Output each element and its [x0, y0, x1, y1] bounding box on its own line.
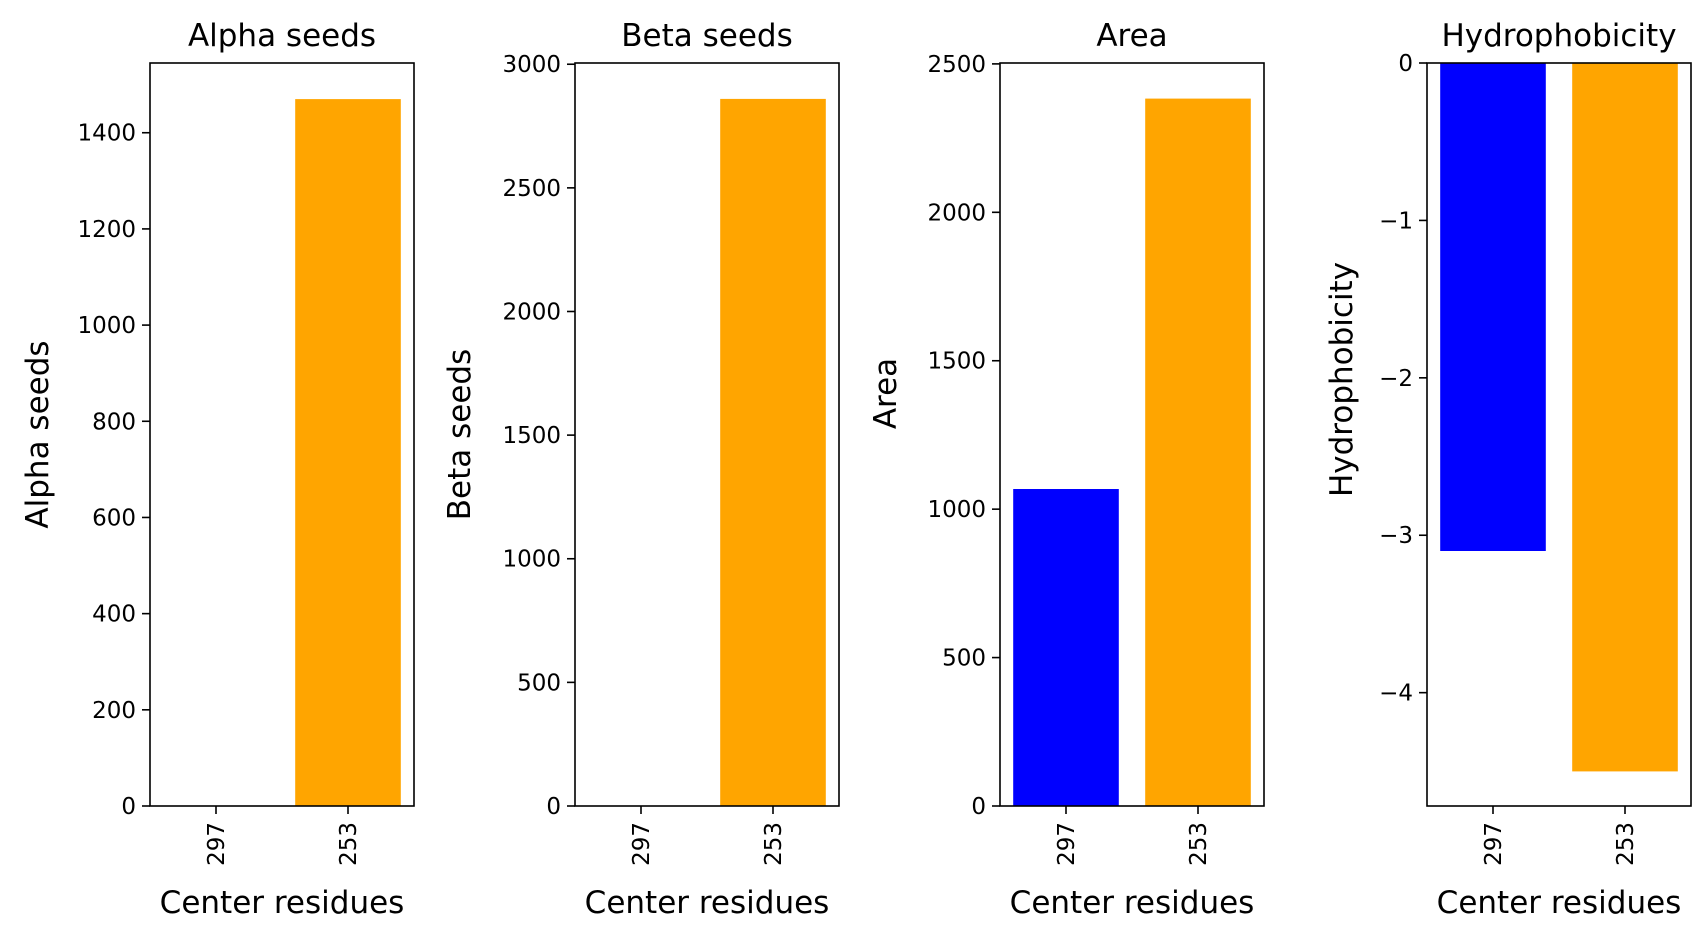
chart-title: Hydrophobicity — [1441, 18, 1676, 54]
y-tick-label: 1500 — [502, 423, 561, 449]
bar-297 — [1440, 63, 1546, 551]
y-tick-label: 1000 — [502, 547, 561, 573]
y-tick-label: 1400 — [77, 121, 136, 147]
y-tick-label: 500 — [942, 646, 986, 672]
bar-253 — [295, 99, 401, 807]
bar-297 — [1013, 489, 1119, 806]
x-tick-label: 297 — [204, 822, 230, 866]
y-tick-label: −3 — [1379, 523, 1413, 549]
bar-253 — [1572, 63, 1678, 772]
x-tick-label: 253 — [336, 822, 362, 866]
y-axis-label: Alpha seeds — [20, 340, 56, 528]
y-tick-label: 0 — [546, 794, 561, 820]
x-axis-label: Center residues — [160, 885, 405, 921]
chart-panel-4: 0 −1 −2 −3 −4 297 253 Hydrophobicity Center resi… — [1324, 18, 1692, 921]
chart-panel-1: 0 200 400 600 800 1000 1200 1400 297 253 Alpha see… — [20, 18, 415, 921]
y-tick-label: 0 — [971, 794, 986, 820]
y-tick-label: 2000 — [927, 200, 986, 226]
y-tick-label: 200 — [92, 698, 136, 724]
y-tick-label: −1 — [1379, 208, 1413, 234]
bar-253 — [720, 98, 826, 806]
chart-panel-2: 0 500 1000 1500 2000 2500 3000 297 253 Beta seeds… — [442, 18, 840, 921]
y-tick-label: 600 — [92, 505, 136, 531]
y-tick-label: 1000 — [77, 313, 136, 339]
y-tick-label: 2500 — [927, 52, 986, 78]
y-axis-label: Area — [868, 358, 904, 429]
chart-panel-3: 0 500 1000 1500 2000 2500 297 253 Area Center res… — [868, 18, 1265, 921]
y-tick-label: 800 — [92, 409, 136, 435]
y-tick-label: −4 — [1379, 681, 1413, 707]
x-tick-label: 253 — [761, 822, 787, 866]
x-tick-label: 297 — [1054, 822, 1080, 866]
axes-frame — [149, 62, 415, 807]
bar-253 — [1145, 98, 1251, 807]
y-tick-label: 1500 — [927, 349, 986, 375]
y-tick-label: 2000 — [502, 299, 561, 325]
x-axis-label: Center residues — [1437, 885, 1682, 921]
axes-frame — [1426, 62, 1692, 807]
y-tick-label: 500 — [517, 670, 561, 696]
chart-title: Area — [1096, 18, 1167, 54]
y-axis-label: Beta seeds — [442, 349, 478, 520]
axes-frame — [999, 62, 1265, 807]
x-tick-label: 297 — [629, 822, 655, 866]
y-tick-label: 3000 — [502, 52, 561, 78]
chart-title: Beta seeds — [621, 18, 792, 54]
x-axis-label: Center residues — [585, 885, 830, 921]
x-tick-label: 253 — [1613, 822, 1639, 866]
y-tick-label: −2 — [1379, 366, 1413, 392]
x-tick-label: 253 — [1186, 822, 1212, 866]
y-tick-label: 0 — [121, 794, 136, 820]
y-axis-label: Hydrophobicity — [1324, 262, 1360, 497]
chart-title: Alpha seeds — [188, 18, 376, 54]
y-tick-label: 2500 — [502, 176, 561, 202]
x-axis-label: Center residues — [1010, 885, 1255, 921]
y-tick-label: 1200 — [77, 217, 136, 243]
y-tick-label: 0 — [1398, 51, 1413, 77]
x-tick-label: 297 — [1481, 822, 1507, 866]
y-tick-label: 400 — [92, 602, 136, 628]
y-tick-label: 1000 — [927, 497, 986, 523]
